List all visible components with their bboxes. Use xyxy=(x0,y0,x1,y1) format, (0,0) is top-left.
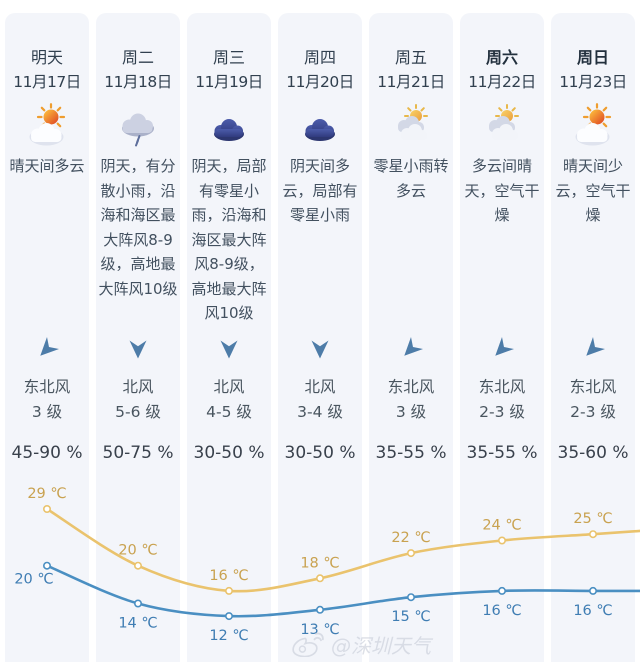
weather-icon xyxy=(477,102,527,148)
wind-direction-label: 北风 xyxy=(122,378,154,396)
weather-description: 零星小雨转多云 xyxy=(373,157,449,200)
day-date: 11月22日 xyxy=(468,73,536,91)
weather-icon xyxy=(568,102,618,148)
weather-description: 多云间晴天，空气干燥 xyxy=(464,157,540,224)
wind-direction-label: 东北风 xyxy=(478,378,526,396)
wind-scale-label: 3 级 xyxy=(395,403,427,421)
weather-description: 晴天间多云 xyxy=(9,157,85,175)
humidity-range: 50-75 % xyxy=(102,443,174,463)
day-column-5: 周五 11月21日 零星小雨转多云 东北风 3 级 35-55 % xyxy=(369,13,453,662)
day-name: 周四 xyxy=(303,48,336,67)
day-column-6: 周六 11月22日 多云间晴天，空气干燥 东北风 2-3 级 35-55 % xyxy=(460,13,544,662)
day-name: 周日 xyxy=(576,48,609,67)
wind-scale-label: 2-3 级 xyxy=(570,403,616,421)
wind-direction-label: 北风 xyxy=(213,378,245,396)
wind-arrow-icon xyxy=(581,337,605,361)
weather-description: 阴天，有分散小雨，沿海和海区最大阵风8-9级，高地最大阵风10级 xyxy=(98,157,178,298)
wind-arrow-icon xyxy=(308,337,332,361)
day-name: 明天 xyxy=(30,48,63,67)
day-date: 11月17日 xyxy=(13,73,81,91)
day-column-1: 明天 11月17日 晴天间多云 东北风 3 级 45-90 % xyxy=(5,13,89,662)
weather-description: 晴天间少云，空气干燥 xyxy=(555,157,631,224)
wind-direction-label: 东北风 xyxy=(569,378,617,396)
wind-arrow-icon xyxy=(126,337,150,361)
weibo-icon xyxy=(292,632,324,657)
humidity-range: 35-55 % xyxy=(466,443,538,463)
wind-arrow-icon xyxy=(35,337,59,361)
day-column-4: 周四 11月20日 阴天间多云，局部有零星小雨 北风 3-4 级 30-50 % xyxy=(278,13,362,662)
wind-direction-label: 东北风 xyxy=(23,378,71,396)
wind-direction-label: 北风 xyxy=(304,378,336,396)
wind-scale-label: 2-3 级 xyxy=(479,403,525,421)
wind-arrow-icon xyxy=(399,337,423,361)
weather-description: 阴天，局部有零星小雨，沿海和海区最大阵风8-9级，高地最大阵风10级 xyxy=(191,157,267,322)
watermark: @深圳天气 xyxy=(292,629,431,659)
humidity-range: 35-55 % xyxy=(375,443,447,463)
day-date: 11月18日 xyxy=(104,73,172,91)
day-name: 周五 xyxy=(394,48,427,67)
weather-icon xyxy=(113,102,163,148)
day-column-2: 周二 11月18日 阴天，有分散小雨，沿海和海区最大阵风8-9级，高地最大阵风1… xyxy=(96,13,180,662)
day-date: 11月20日 xyxy=(286,73,354,91)
day-date: 11月19日 xyxy=(195,73,263,91)
humidity-range: 30-50 % xyxy=(284,443,356,463)
weather-description: 阴天间多云，局部有零星小雨 xyxy=(282,157,358,224)
humidity-range: 45-90 % xyxy=(11,443,83,463)
wind-arrow-icon xyxy=(217,337,241,361)
day-date: 11月23日 xyxy=(559,73,627,91)
day-name: 周六 xyxy=(485,48,518,67)
wind-arrow-icon xyxy=(490,337,514,361)
weather-icon xyxy=(22,102,72,148)
humidity-range: 35-60 % xyxy=(557,443,629,463)
wind-scale-label: 3 级 xyxy=(31,403,63,421)
wind-scale-label: 5-6 级 xyxy=(115,403,161,421)
day-name: 周二 xyxy=(121,48,154,67)
weather-icon xyxy=(204,102,254,148)
day-date: 11月21日 xyxy=(377,73,445,91)
day-name: 周三 xyxy=(212,48,245,67)
wind-scale-label: 4-5 级 xyxy=(206,403,252,421)
day-column-7: 周日 11月23日 晴天间少云，空气干燥 东北风 2-3 级 35-60 % xyxy=(551,13,635,662)
weather-icon xyxy=(295,102,345,148)
wind-direction-label: 东北风 xyxy=(387,378,435,396)
humidity-range: 30-50 % xyxy=(193,443,265,463)
wind-scale-label: 3-4 级 xyxy=(297,403,343,421)
weather-icon xyxy=(386,102,436,148)
day-column-3: 周三 11月19日 阴天，局部有零星小雨，沿海和海区最大阵风8-9级，高地最大阵… xyxy=(187,13,271,662)
watermark-text: @深圳天气 xyxy=(331,633,431,658)
